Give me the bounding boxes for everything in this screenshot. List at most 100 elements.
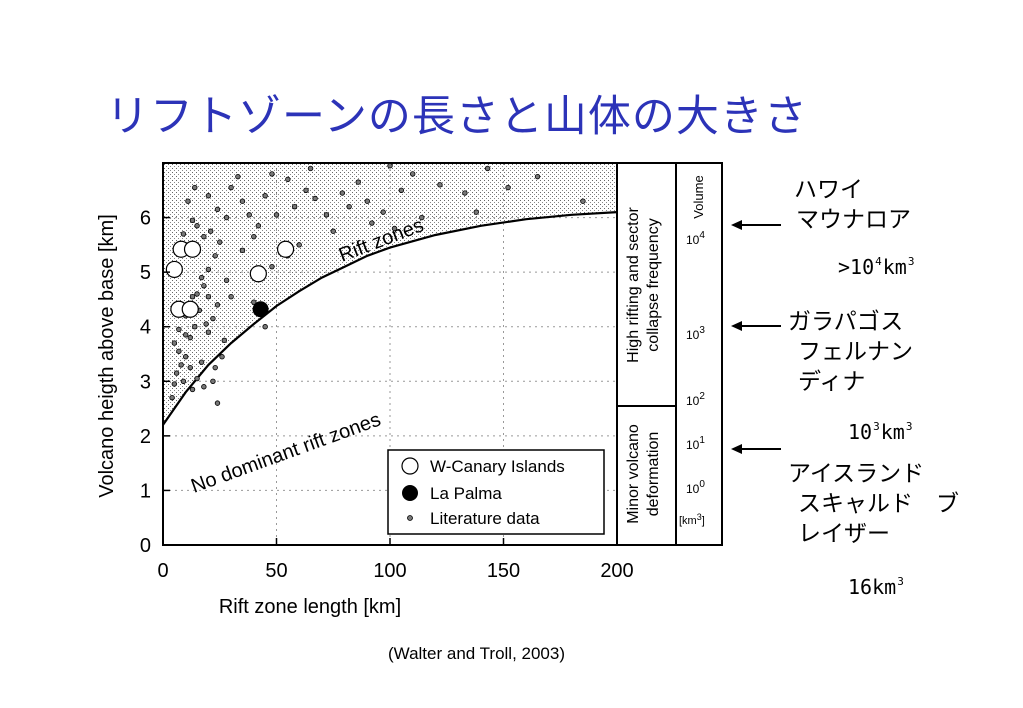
literature-point [173, 370, 180, 376]
literature-point [182, 332, 189, 338]
literature-point [251, 299, 257, 305]
arrow-head-icon [731, 444, 742, 454]
literature-point [239, 247, 246, 254]
literature-point [580, 198, 586, 204]
annotation-line: スキャルド ブ [798, 491, 959, 517]
literature-point [246, 212, 252, 218]
x-tick-label: 50 [265, 560, 287, 582]
literature-point [201, 283, 207, 289]
side-box-bottom [616, 405, 677, 546]
literature-point [484, 165, 491, 172]
literature-point [198, 359, 205, 365]
side-label-bottom: Minor volcano deformation [625, 424, 662, 524]
legend-small-dot-icon [407, 515, 413, 521]
literature-point [198, 274, 205, 281]
literature-point [307, 165, 314, 172]
literature-point [312, 195, 318, 202]
annotation-line: フェルナン [798, 339, 913, 365]
literature-point [182, 354, 189, 360]
literature-point [410, 171, 416, 177]
literature-point [171, 340, 178, 346]
literature-point [201, 384, 207, 390]
literature-point [323, 212, 330, 218]
literature-point [221, 337, 227, 344]
literature-point [398, 187, 405, 193]
literature-point [210, 315, 216, 322]
literature-point [419, 214, 425, 221]
literature-point [239, 198, 246, 204]
literature-point [210, 378, 216, 384]
annotation-volume-iceland: 16km3 [848, 575, 904, 599]
y-tick-label: 0 [140, 535, 151, 557]
y-tick-label: 4 [140, 317, 151, 339]
arrow-head-icon [731, 220, 742, 230]
literature-point [194, 291, 200, 297]
literature-point [205, 294, 212, 300]
canary-point [183, 240, 202, 258]
x-tick-label: 200 [600, 560, 633, 582]
literature-point [255, 223, 262, 229]
annotation-line: ディナ [798, 369, 866, 395]
literature-point [473, 209, 479, 215]
literature-point [214, 400, 221, 406]
literature-point [346, 203, 352, 210]
annotation-line: ハワイ [794, 177, 863, 203]
literature-point [369, 220, 375, 226]
y-tick-label: 3 [140, 371, 151, 393]
literature-point [189, 294, 196, 300]
literature-point [205, 329, 212, 335]
literature-point [212, 364, 218, 371]
literature-point [330, 228, 336, 234]
literature-point [269, 263, 275, 270]
literature-point [303, 187, 309, 193]
volume-tick-label: 100 [686, 479, 705, 496]
literature-point [169, 394, 175, 401]
literature-point [355, 179, 361, 185]
literature-point [235, 173, 241, 180]
legend-open-circle-icon [401, 457, 419, 475]
literature-point [387, 163, 393, 169]
literature-point [505, 184, 511, 191]
literature-point [203, 321, 209, 327]
canary-point [249, 265, 267, 283]
literature-point [219, 354, 225, 360]
literature-point [189, 386, 196, 393]
annotation-volume-galapagos: 103km3 [848, 420, 913, 444]
x-axis-label: Rift zone length [km] [219, 596, 401, 618]
literature-point [187, 334, 193, 341]
literature-point [223, 277, 230, 284]
rift-zone-region [163, 163, 617, 425]
literature-point [262, 193, 268, 199]
literature-point [192, 184, 198, 191]
literature-point [437, 182, 443, 188]
canary-point [165, 260, 183, 279]
slide-title: リフトゾーンの長さと山体の大きさ [106, 92, 808, 142]
literature-point [187, 364, 193, 371]
literature-point [291, 203, 298, 210]
x-tick-label: 0 [157, 560, 168, 582]
annotation-line: レイザー [798, 521, 890, 547]
volume-header: Volume [691, 175, 706, 218]
literature-point [228, 184, 234, 191]
literature-point [194, 223, 200, 229]
literature-point [462, 190, 468, 196]
literature-point [171, 381, 178, 387]
literature-point [212, 253, 218, 259]
y-tick-label: 5 [140, 262, 151, 284]
canary-point [276, 240, 295, 258]
volume-tick-label: 104 [686, 230, 705, 247]
literature-point [178, 362, 184, 368]
annotation-volume-hawaii: >104km3 [838, 255, 915, 279]
literature-point [364, 198, 370, 204]
literature-point [285, 176, 291, 183]
volume-unit: [km3] [679, 512, 705, 527]
y-tick-label: 2 [140, 426, 151, 448]
literature-point [273, 212, 280, 218]
literature-point [262, 324, 268, 330]
literature-point [391, 225, 398, 232]
x-tick-label: 100 [373, 560, 406, 582]
literature-point [214, 302, 221, 308]
citation: (Walter and Troll, 2003) [388, 644, 565, 663]
literature-point [223, 214, 230, 221]
literature-point [296, 242, 302, 248]
